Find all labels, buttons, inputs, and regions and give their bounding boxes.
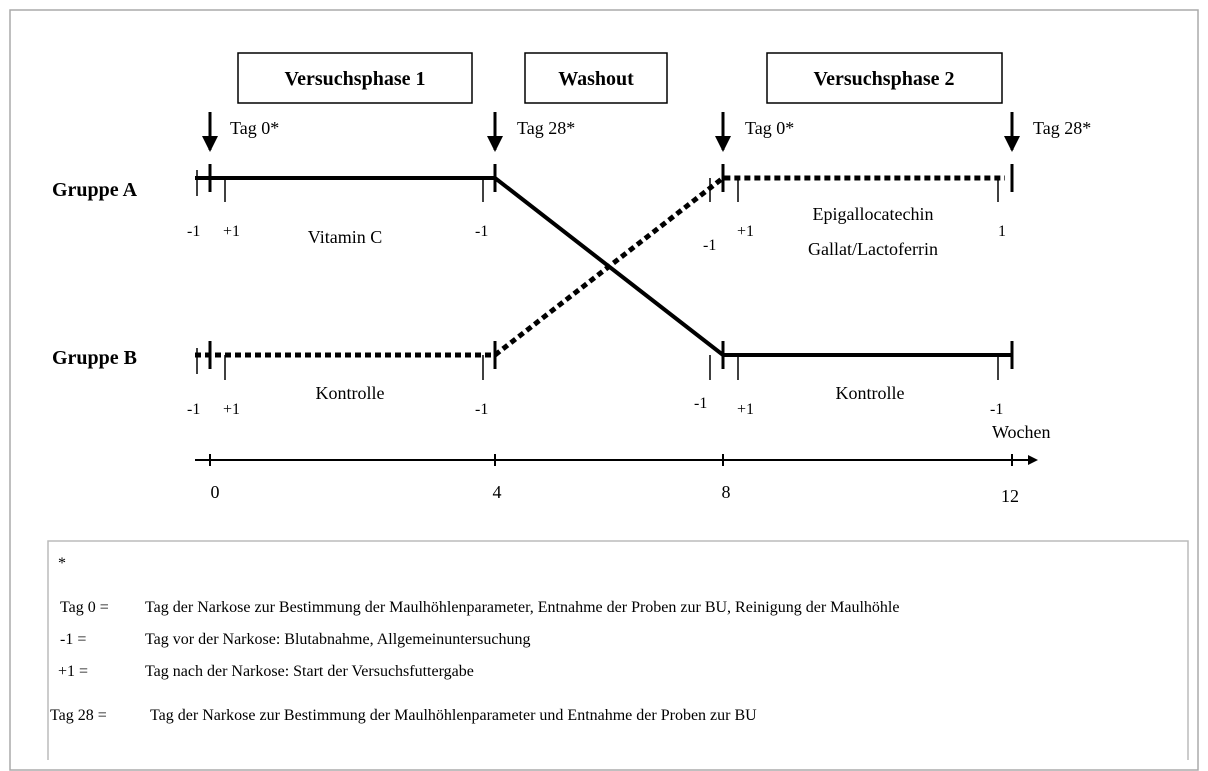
a-label: -1 [187,223,200,240]
b-label: -1 [694,395,707,412]
a-label: -1 [703,237,716,254]
axis-tick-label: 0 [211,482,220,502]
axis-tick-label: 8 [722,482,731,502]
day-arrows [202,112,1020,152]
b-label: -1 [990,401,1003,418]
legend-term: +1 = [58,663,88,680]
b-label: +1 [737,401,754,418]
b-label: Kontrolle [316,383,385,403]
legend-box [47,540,1189,760]
axis-label: Wochen [992,422,1051,442]
a-label: Vitamin C [308,227,382,247]
axis-ticks [209,454,1013,466]
b-label: -1 [475,401,488,418]
phase-boxes [237,52,1003,104]
legend-term: Tag 28 = [50,707,107,724]
b-label: -1 [187,401,200,418]
legend-marker: * [58,555,66,572]
a-label: +1 [223,223,240,240]
legend-text: Tag vor der Narkose: Blutabnahme, Allgem… [145,631,530,648]
b-label: +1 [223,401,240,418]
frame [9,9,1199,771]
day-label: Tag 28* [1033,118,1091,138]
phase-label: Versuchsphase 1 [285,68,426,90]
axis-tick-label: 4 [493,482,502,502]
milestone-ticks [208,164,1014,369]
legend-text: Tag nach der Narkose: Start der Versuchs… [145,663,474,680]
phase-label: Versuchsphase 2 [814,68,955,90]
day-label: Tag 28* [517,118,575,138]
axis-tick-label: 12 [1001,486,1019,506]
group-label: Gruppe B [52,347,137,369]
a-label: -1 [475,223,488,240]
a-label: 1 [998,223,1006,240]
legend-term: -1 = [60,631,86,648]
group-label: Gruppe A [52,179,138,201]
legend-text: Tag der Narkose zur Bestimmung der Maulh… [145,599,899,616]
phase-label: Washout [558,68,634,90]
ticks [196,170,999,380]
legend-term: Tag 0 = [60,599,109,616]
a-label: Epigallocatechin [813,204,934,224]
a-label: +1 [737,223,754,240]
legend-text: Tag der Narkose zur Bestimmung der Maulh… [150,707,757,724]
day-label: Tag 0* [745,118,794,138]
group-b-line [195,175,1005,358]
day-label: Tag 0* [230,118,279,138]
a-label: Gallat/Lactoferrin [808,239,938,259]
b-label: Kontrolle [836,383,905,403]
